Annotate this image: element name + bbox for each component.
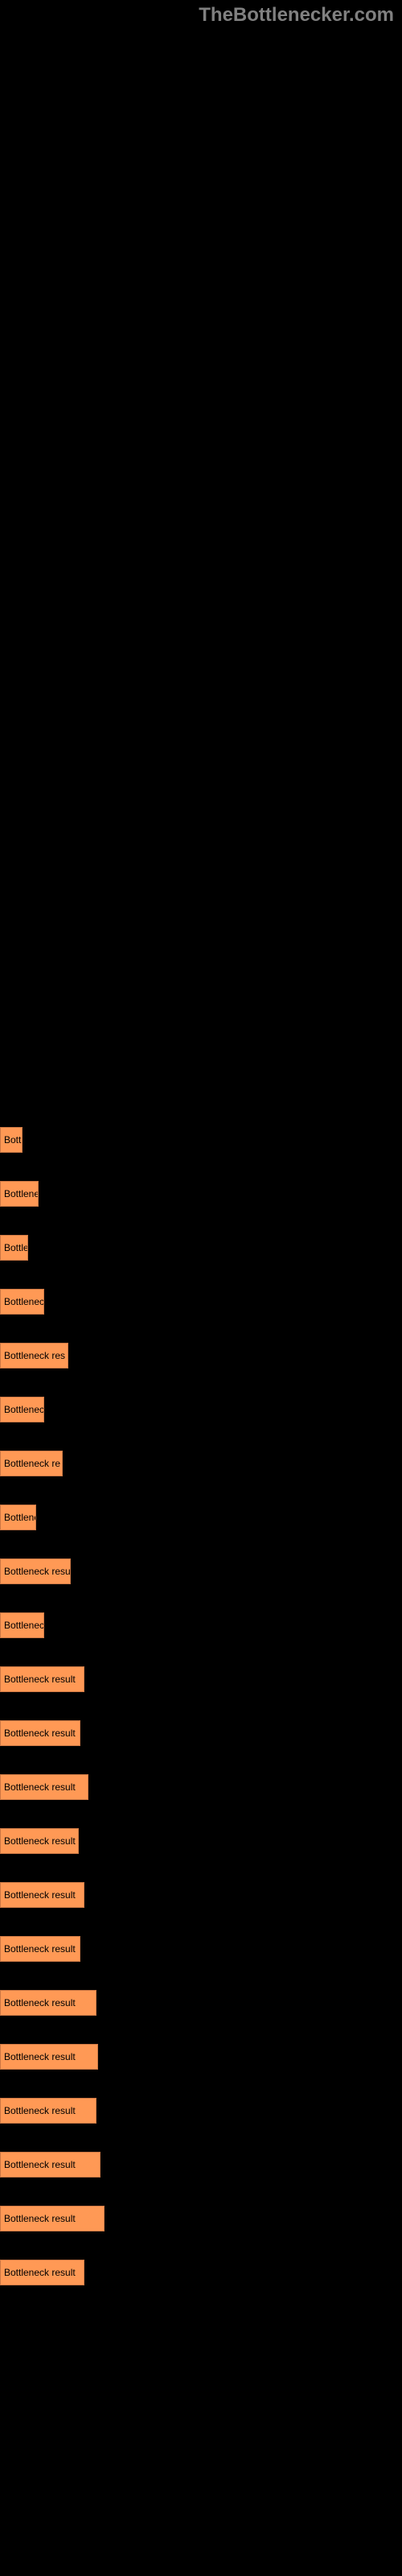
- bar-16: Bottleneck result: [0, 1990, 96, 2016]
- bar-8: Bottleneck resu: [0, 1558, 71, 1584]
- bar-0: Bottl: [0, 1127, 23, 1153]
- bar-17: Bottleneck result: [0, 2044, 98, 2070]
- bar-row: Bottleneck r: [0, 1612, 402, 1638]
- bar-6: Bottleneck re: [0, 1451, 63, 1476]
- bar-21: Bottleneck result: [0, 2260, 84, 2285]
- bar-row: Bottler: [0, 1235, 402, 1261]
- bar-row: Bottleneck resu: [0, 1558, 402, 1584]
- bar-2: Bottler: [0, 1235, 28, 1261]
- bar-row: Bottleneck result: [0, 1720, 402, 1746]
- bar-4: Bottleneck res: [0, 1343, 68, 1368]
- bar-row: Bottleneck result: [0, 1882, 402, 1908]
- bar-row: Bottleneck result: [0, 1990, 402, 2016]
- bar-3: Bottleneck: [0, 1289, 44, 1315]
- bar-9: Bottleneck r: [0, 1612, 44, 1638]
- bar-row: Bottleneck res: [0, 1343, 402, 1368]
- bar-1: Bottlenec: [0, 1181, 39, 1207]
- bar-row: Bottleneck: [0, 1289, 402, 1315]
- bar-row: Bottleneck: [0, 1397, 402, 1422]
- bar-row: Bottleneck result: [0, 1666, 402, 1692]
- bar-row: Bottleneck result: [0, 1774, 402, 1800]
- bar-11: Bottleneck result: [0, 1720, 80, 1746]
- bar-14: Bottleneck result: [0, 1882, 84, 1908]
- bar-row: Bottleneck result: [0, 1936, 402, 1962]
- bar-row: Bottleneck result: [0, 2098, 402, 2124]
- bar-row: Bottlenec: [0, 1181, 402, 1207]
- bar-row: Bottleneck result: [0, 2260, 402, 2285]
- bar-row: Bottleneck result: [0, 2206, 402, 2231]
- bar-19: Bottleneck result: [0, 2152, 100, 2178]
- bar-row: Bottl: [0, 1127, 402, 1153]
- bar-15: Bottleneck result: [0, 1936, 80, 1962]
- bar-13: Bottleneck result: [0, 1828, 79, 1854]
- bar-5: Bottleneck: [0, 1397, 44, 1422]
- bar-row: Bottleneck result: [0, 2152, 402, 2178]
- bar-row: Bottleneck result: [0, 2044, 402, 2070]
- bar-row: Bottleneck re: [0, 1451, 402, 1476]
- chart-container: Bottl Bottlenec Bottler Bottleneck Bottl…: [0, 0, 402, 2285]
- bar-row: Bottleneck result: [0, 1828, 402, 1854]
- bar-12: Bottleneck result: [0, 1774, 88, 1800]
- bar-7: Bottlenec: [0, 1505, 36, 1530]
- bar-18: Bottleneck result: [0, 2098, 96, 2124]
- bar-row: Bottlenec: [0, 1505, 402, 1530]
- bar-20: Bottleneck result: [0, 2206, 105, 2231]
- watermark-text: TheBottlenecker.com: [199, 4, 394, 27]
- bar-10: Bottleneck result: [0, 1666, 84, 1692]
